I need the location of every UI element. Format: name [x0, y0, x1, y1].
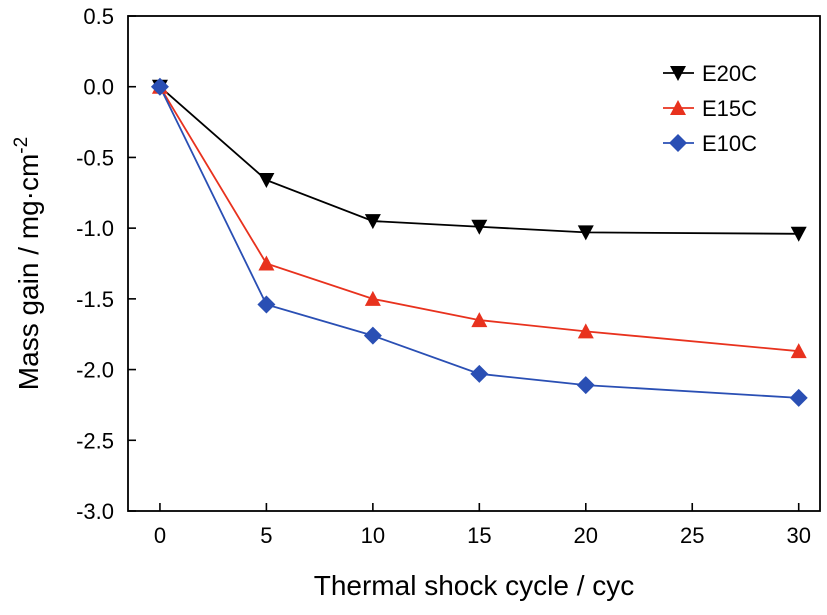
data-point-e20c	[258, 173, 275, 189]
y-tick-label: -0.5	[76, 145, 114, 170]
series-line-e15c	[159, 86, 799, 353]
legend: E20C E15C E10C	[663, 61, 757, 156]
y-axis-title: Mass gain / mg·cm-2	[11, 137, 44, 390]
x-tick-label: 10	[361, 523, 385, 548]
data-point-e15c	[258, 255, 275, 271]
data-point-e15c	[790, 343, 807, 359]
legend-marker-e15c	[670, 100, 686, 115]
y-tick-label: -2.5	[76, 428, 114, 453]
x-tick-label: 15	[467, 523, 491, 548]
x-tick-label: 5	[260, 523, 272, 548]
x-tick-label: 25	[680, 523, 704, 548]
data-point-e10c	[576, 376, 595, 395]
y-tick-label: -2.0	[76, 358, 114, 383]
axis-ticks: 0 5 10 15 20 25 30 0.5 0.0 -0.5 -1.0 -1.5 -2.0 -2.5 -3…	[76, 4, 811, 548]
plot-frame	[127, 15, 821, 512]
y-tick-label: 0.5	[83, 4, 114, 29]
data-point-e15c	[364, 290, 381, 306]
y-tick-label: 0.0	[83, 75, 114, 100]
series-markers	[150, 77, 808, 407]
data-point-e10c	[470, 364, 489, 383]
legend-label-e15c: E15C	[702, 96, 757, 121]
data-point-e10c	[363, 326, 382, 345]
x-axis-title: Thermal shock cycle / cyc	[314, 570, 635, 601]
x-tick-label: 20	[574, 523, 598, 548]
data-point-e20c	[577, 225, 594, 241]
series-line-e20c	[159, 86, 799, 235]
legend-marker-e20c	[670, 66, 686, 81]
legend-label-e10c: E10C	[702, 131, 757, 156]
data-point-e15c	[471, 312, 488, 328]
data-point-e10c	[789, 388, 808, 407]
x-tick-label: 0	[154, 523, 166, 548]
series-line-e10c	[159, 86, 799, 399]
y-tick-label: -3.0	[76, 499, 114, 524]
y-axis-title-superscript: -2	[11, 137, 32, 154]
data-point-e10c	[150, 77, 169, 96]
y-tick-label: -1.5	[76, 287, 114, 312]
legend-label-e20c: E20C	[702, 61, 757, 86]
data-point-e15c	[577, 323, 594, 339]
data-point-e10c	[257, 295, 276, 314]
legend-marker-e10c	[669, 134, 687, 152]
data-point-e20c	[364, 214, 381, 230]
data-point-e20c	[790, 226, 807, 242]
x-tick-label: 30	[786, 523, 810, 548]
series-lines	[159, 86, 799, 399]
y-axis-title-main: Mass gain / mg·cm	[13, 154, 44, 391]
data-point-e20c	[471, 219, 488, 235]
y-tick-label: -1.0	[76, 216, 114, 241]
